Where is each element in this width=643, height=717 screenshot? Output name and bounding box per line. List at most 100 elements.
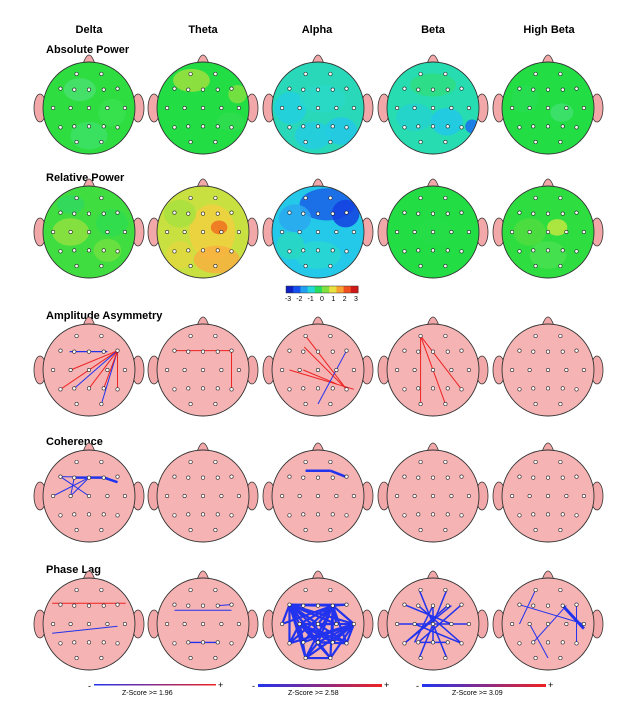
electrode — [430, 211, 435, 216]
electrode — [330, 512, 335, 517]
electrode — [51, 621, 56, 626]
electrode — [527, 230, 532, 235]
connection-line — [100, 350, 118, 405]
electrode — [87, 349, 92, 354]
scalp-outline — [386, 449, 480, 543]
electrode — [574, 210, 579, 215]
connection-line — [303, 346, 347, 390]
electrode — [213, 264, 218, 269]
electrode — [303, 71, 308, 76]
zscore-legend-minus-2: - — [252, 681, 255, 691]
electrode — [402, 249, 407, 254]
electrode — [301, 603, 306, 608]
electrode — [287, 210, 292, 215]
electrode — [99, 459, 104, 464]
head-map — [33, 178, 145, 279]
electrode — [99, 140, 104, 145]
electrode — [533, 195, 538, 200]
electrode — [545, 248, 550, 253]
electrode — [186, 124, 191, 129]
electrode — [531, 386, 536, 391]
connection-line — [317, 350, 347, 405]
zscore-gradient-bar — [94, 684, 216, 686]
electrode — [72, 512, 77, 517]
electrode — [74, 264, 79, 269]
electrode — [558, 264, 563, 269]
electrode — [215, 603, 220, 608]
electrode — [531, 640, 536, 645]
head-map — [377, 316, 489, 417]
electrode — [560, 349, 565, 354]
colorbar-tick-label: -3 — [285, 296, 291, 303]
electrode — [182, 367, 187, 372]
head-map — [33, 54, 145, 155]
electrode — [581, 106, 586, 111]
electrode — [533, 71, 538, 76]
colorbar: -3 -2 -1 0 1 2 3 — [285, 285, 359, 303]
electrode — [574, 387, 579, 392]
zscore-legend-plus-2: + — [384, 680, 390, 690]
power-region — [56, 195, 85, 214]
electrode — [122, 621, 127, 626]
electrode — [101, 512, 106, 517]
electrode — [287, 513, 292, 518]
electrode — [68, 493, 73, 498]
electrode — [182, 230, 187, 235]
electrode — [99, 656, 104, 661]
electrode — [517, 249, 522, 254]
connection-line — [217, 604, 232, 607]
zscore-legend-label-3: Z-Score >= 3.09 — [452, 690, 503, 697]
electrode — [99, 587, 104, 592]
electrode — [68, 621, 73, 626]
electrode — [330, 349, 335, 354]
power-region — [278, 204, 312, 232]
electrode — [517, 348, 522, 353]
electrode — [558, 402, 563, 407]
electrode — [229, 641, 234, 646]
electrode — [330, 211, 335, 216]
electrode — [344, 641, 349, 646]
connection-line — [519, 589, 537, 625]
electrode — [188, 333, 193, 338]
electrode — [416, 640, 421, 645]
electrode — [315, 124, 320, 129]
electrode — [510, 106, 515, 111]
connection-line — [60, 476, 90, 497]
electrode — [574, 602, 579, 607]
electrode — [287, 125, 292, 130]
electrode — [443, 402, 448, 407]
electrode — [297, 367, 302, 372]
electrode — [418, 264, 423, 269]
electrode — [315, 493, 320, 498]
electrode — [558, 195, 563, 200]
electrode — [303, 402, 308, 407]
electrode — [301, 349, 306, 354]
electrode — [182, 493, 187, 498]
electrode — [215, 211, 220, 216]
electrode — [328, 528, 333, 533]
electrode — [443, 195, 448, 200]
power-region — [295, 121, 332, 150]
electrode — [87, 124, 92, 129]
electrode — [287, 348, 292, 353]
electrode — [87, 640, 92, 645]
electrode — [74, 528, 79, 533]
connection-line — [331, 604, 355, 625]
electrode — [122, 230, 127, 235]
electrode — [87, 386, 92, 391]
electrode — [213, 195, 218, 200]
connection-line — [288, 623, 301, 644]
power-region — [276, 232, 305, 260]
electrode — [58, 387, 63, 392]
electrode — [545, 493, 550, 498]
electrode — [564, 493, 569, 498]
electrode — [330, 248, 335, 253]
electrode — [303, 195, 308, 200]
electrode — [527, 367, 532, 372]
electrode — [172, 474, 177, 479]
connection-line — [420, 335, 462, 390]
electrode — [531, 211, 536, 216]
electrode — [122, 106, 127, 111]
electrode — [334, 230, 339, 235]
electrode — [430, 106, 435, 111]
